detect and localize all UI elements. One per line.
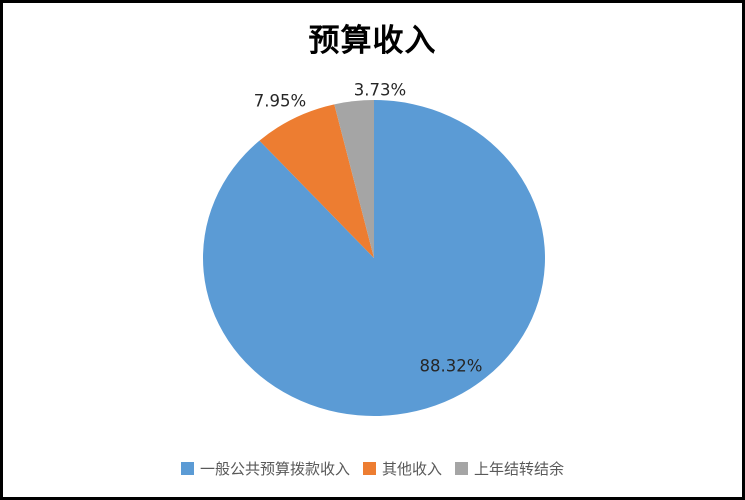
chart-legend: 一般公共预算拨款收入 其他收入 上年结转结余 bbox=[3, 458, 742, 479]
pie-chart bbox=[202, 100, 545, 417]
legend-swatch-orange-icon bbox=[362, 462, 376, 475]
pie-slice bbox=[202, 100, 545, 417]
data-label-general-budget: 88.32% bbox=[419, 356, 483, 376]
legend-label-general-budget: 一般公共预算拨款收入 bbox=[199, 462, 350, 478]
pie-slice bbox=[334, 100, 374, 258]
legend-label-carryover: 上年结转结余 bbox=[474, 462, 565, 478]
legend-item-general-budget: 一般公共预算拨款收入 bbox=[180, 458, 350, 479]
legend-item-carryover: 上年结转结余 bbox=[455, 458, 564, 479]
chart-title: 预算收入 bbox=[308, 23, 437, 58]
pie-slice bbox=[259, 104, 374, 258]
data-label-carryover: 3.73% bbox=[353, 80, 407, 100]
legend-swatch-blue-icon bbox=[180, 462, 194, 475]
data-label-other-income: 7.95% bbox=[253, 91, 307, 111]
legend-swatch-gray-icon bbox=[455, 462, 468, 475]
legend-label-other-income: 其他收入 bbox=[381, 462, 442, 478]
legend-item-other-income: 其他收入 bbox=[362, 458, 442, 479]
